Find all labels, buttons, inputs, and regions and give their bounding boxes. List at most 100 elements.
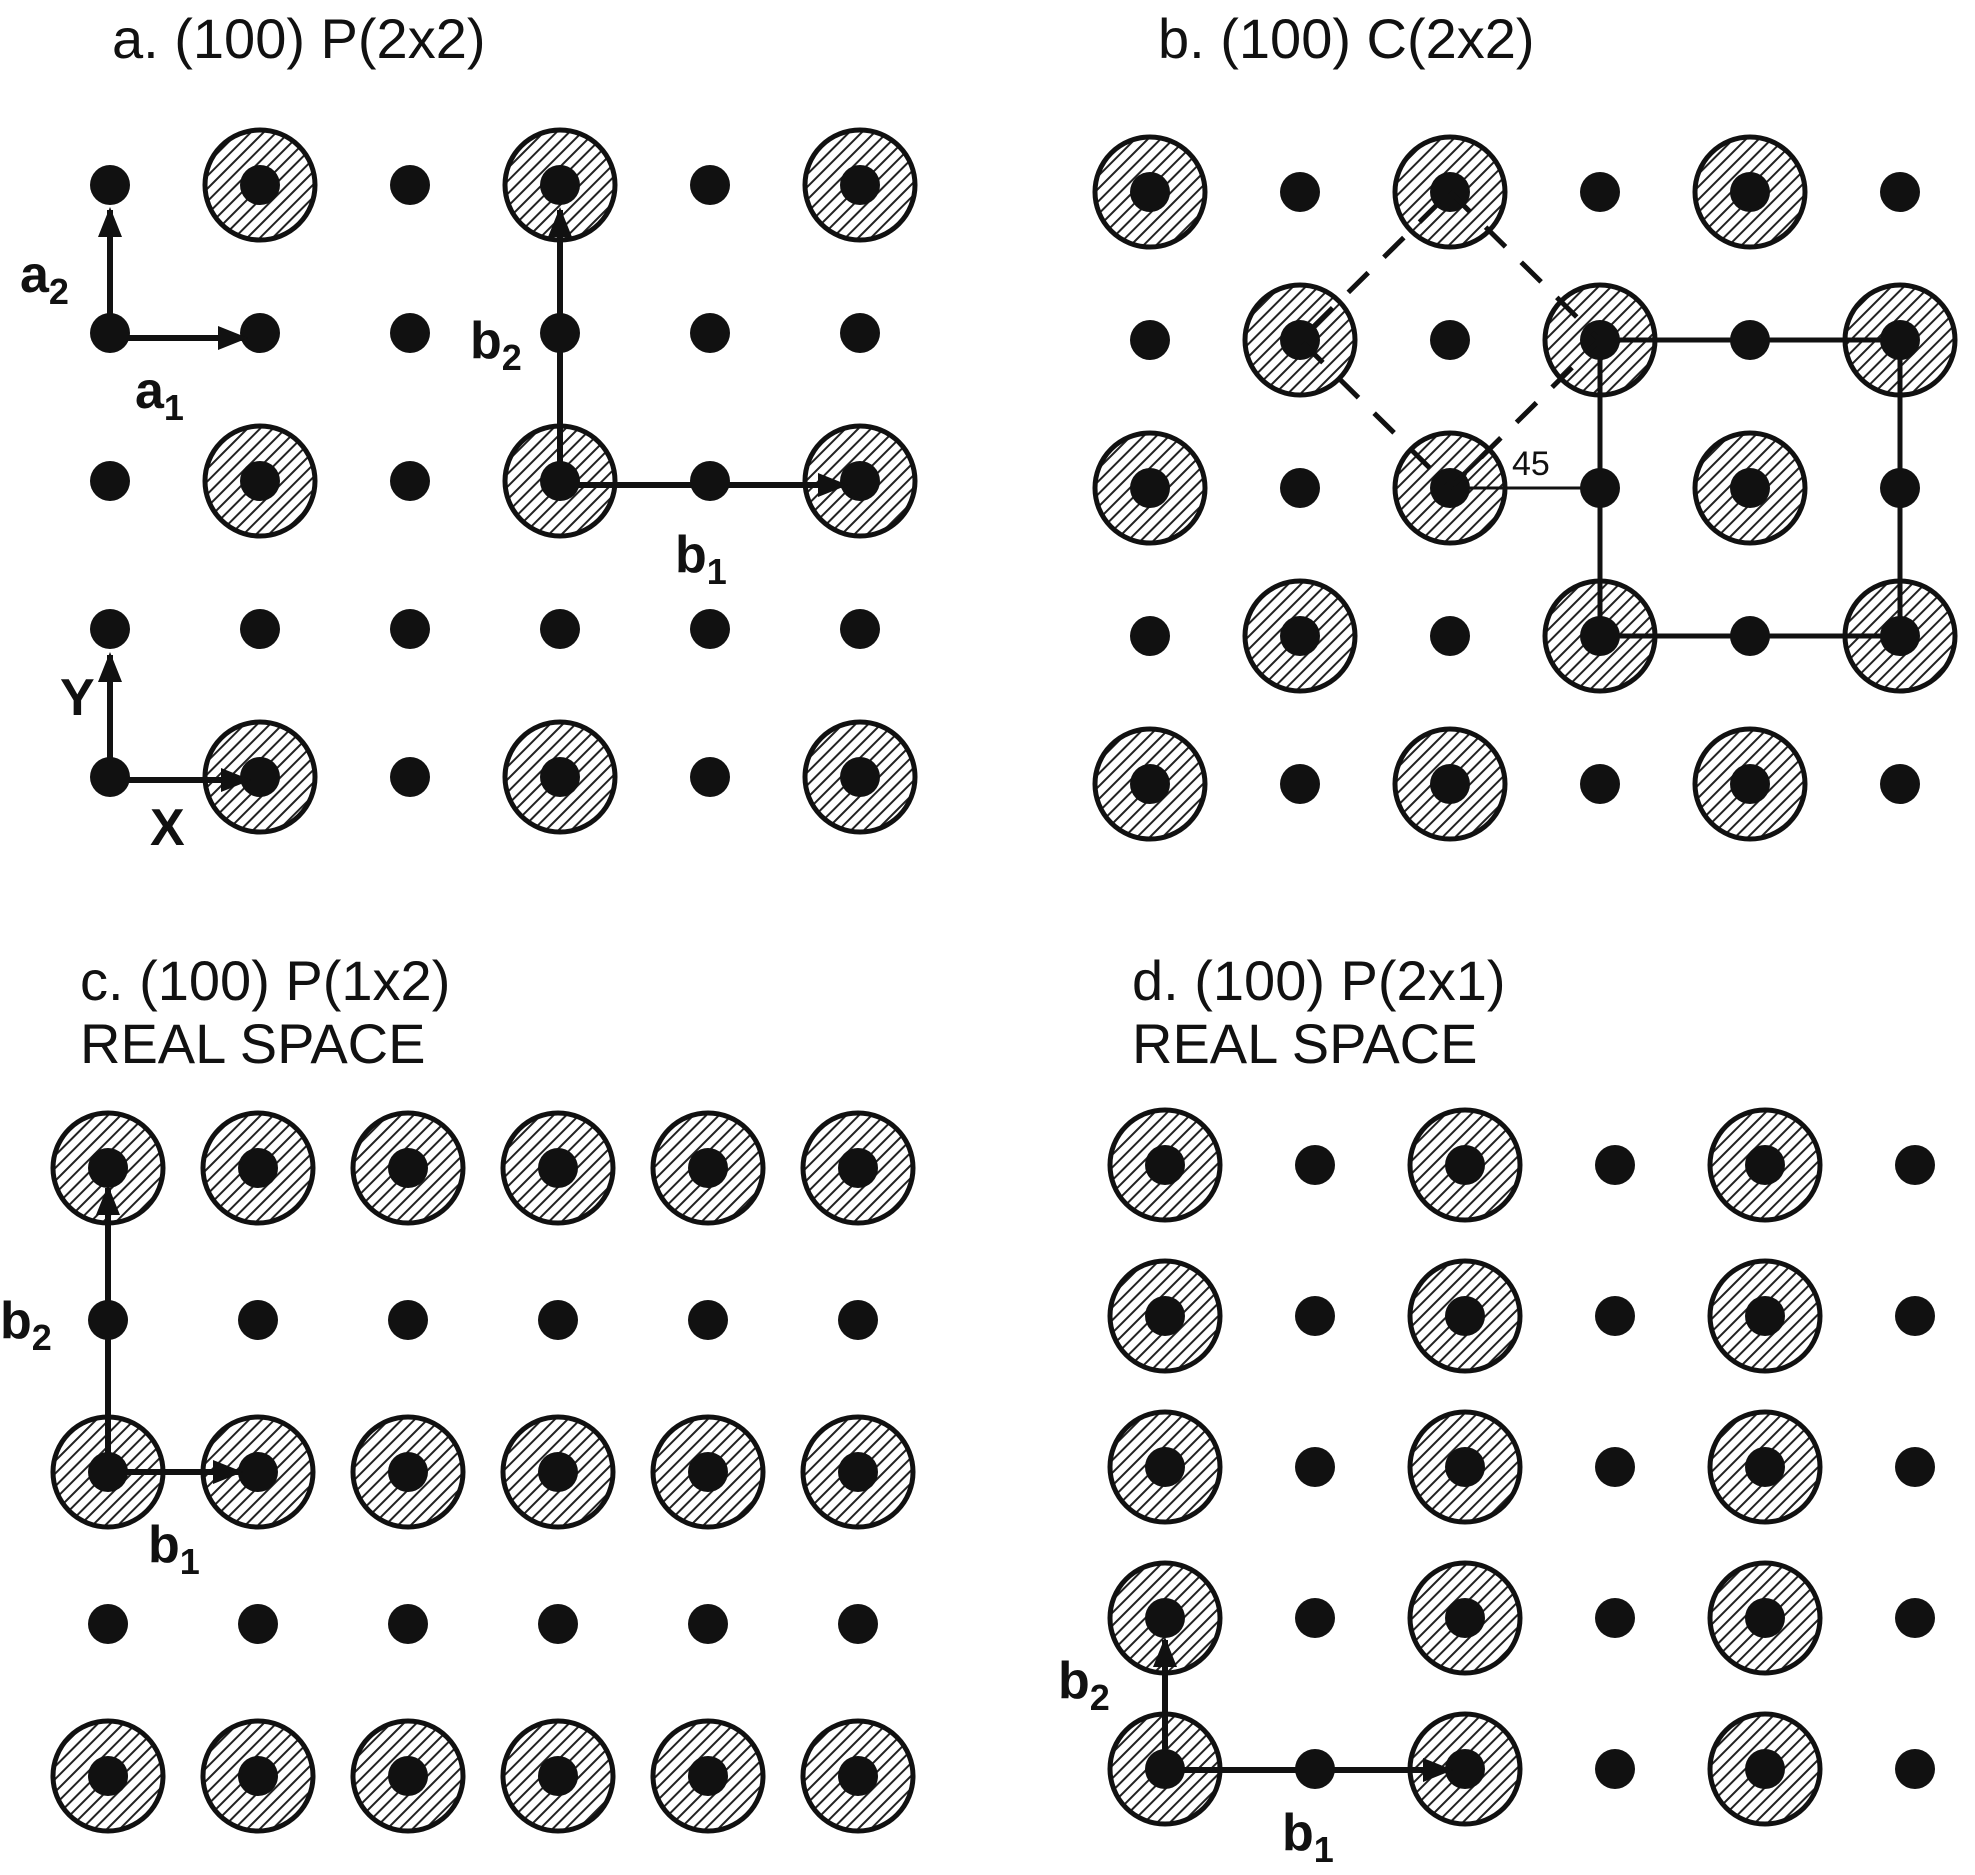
substrate-atom bbox=[690, 313, 730, 353]
substrate-atom bbox=[388, 1452, 428, 1492]
substrate-atom bbox=[1445, 1296, 1485, 1336]
substrate-atom bbox=[838, 1604, 878, 1644]
substrate-atom bbox=[838, 1756, 878, 1796]
substrate-atom bbox=[838, 1300, 878, 1340]
substrate-atom bbox=[690, 757, 730, 797]
substrate-atom bbox=[538, 1452, 578, 1492]
substrate-atom bbox=[538, 1756, 578, 1796]
substrate-atom bbox=[388, 1300, 428, 1340]
substrate-atom bbox=[1595, 1749, 1635, 1789]
substrate-atom bbox=[1745, 1598, 1785, 1638]
substrate-atom bbox=[88, 1604, 128, 1644]
label-y-axis: Y bbox=[60, 669, 95, 727]
substrate-atom bbox=[1730, 172, 1770, 212]
substrate-atom bbox=[1280, 172, 1320, 212]
substrate-atom bbox=[1430, 616, 1470, 656]
substrate-atom bbox=[1430, 764, 1470, 804]
substrate-atom bbox=[1895, 1749, 1935, 1789]
substrate-atom bbox=[688, 1756, 728, 1796]
substrate-atom bbox=[238, 1300, 278, 1340]
panel-a-lattice bbox=[90, 127, 918, 835]
substrate-atom bbox=[390, 461, 430, 501]
substrate-atom bbox=[390, 757, 430, 797]
angle-ray bbox=[1448, 438, 1502, 490]
substrate-atom bbox=[90, 609, 130, 649]
substrate-atom bbox=[1595, 1296, 1635, 1336]
substrate-atom bbox=[240, 313, 280, 353]
substrate-atom bbox=[90, 461, 130, 501]
substrate-atom bbox=[1130, 764, 1170, 804]
substrate-atom bbox=[238, 1452, 278, 1492]
substrate-atom bbox=[840, 461, 880, 501]
label-a2: a2 bbox=[20, 246, 69, 312]
substrate-atom bbox=[1445, 1145, 1485, 1185]
substrate-atom bbox=[1580, 764, 1620, 804]
substrate-atom bbox=[840, 757, 880, 797]
substrate-atom bbox=[1130, 172, 1170, 212]
substrate-atom bbox=[840, 313, 880, 353]
label-b2: b2 bbox=[0, 1292, 52, 1358]
substrate-atom bbox=[1280, 616, 1320, 656]
substrate-atom bbox=[1745, 1145, 1785, 1185]
substrate-atom bbox=[390, 609, 430, 649]
label-b2: b2 bbox=[470, 312, 522, 378]
substrate-atom bbox=[1145, 1296, 1185, 1336]
substrate-atom bbox=[1445, 1598, 1485, 1638]
substrate-atom bbox=[1445, 1447, 1485, 1487]
substrate-atom bbox=[1295, 1598, 1335, 1638]
substrate-atom bbox=[840, 609, 880, 649]
substrate-atom bbox=[240, 609, 280, 649]
substrate-atom bbox=[1295, 1296, 1335, 1336]
angle-label: 45 bbox=[1512, 445, 1550, 483]
substrate-atom bbox=[238, 1604, 278, 1644]
label-b1: b1 bbox=[148, 1516, 200, 1582]
panel-b: b. (100) C(2x2) 45 bbox=[1092, 7, 1958, 842]
substrate-atom bbox=[538, 1300, 578, 1340]
panel-c-title: c. (100) P(1x2) bbox=[80, 949, 450, 1012]
panel-c-vectors bbox=[96, 1185, 243, 1484]
panel-c: c. (100) P(1x2) REAL SPACE b2 b1 bbox=[0, 949, 916, 1834]
substrate-atom bbox=[238, 1756, 278, 1796]
label-b1: b1 bbox=[1282, 1804, 1334, 1870]
panel-a: a. (100) P(2x2) a2 a1 b2 b1 Y X bbox=[20, 7, 918, 857]
substrate-atom bbox=[690, 609, 730, 649]
panel-d-subtitle: REAL SPACE bbox=[1132, 1012, 1477, 1075]
substrate-atom bbox=[540, 609, 580, 649]
substrate-atom bbox=[838, 1452, 878, 1492]
substrate-atom bbox=[1730, 468, 1770, 508]
substrate-atom bbox=[1145, 1145, 1185, 1185]
label-a1: a1 bbox=[135, 362, 184, 428]
substrate-atom bbox=[1895, 1598, 1935, 1638]
substrate-atom bbox=[688, 1148, 728, 1188]
substrate-atom bbox=[1595, 1145, 1635, 1185]
label-b1: b1 bbox=[675, 526, 727, 592]
substrate-atom bbox=[1145, 1598, 1185, 1638]
panel-a-vectors bbox=[98, 207, 848, 792]
substrate-atom bbox=[1280, 764, 1320, 804]
substrate-atom bbox=[1280, 468, 1320, 508]
substrate-atom bbox=[1880, 764, 1920, 804]
substrate-atom bbox=[390, 313, 430, 353]
substrate-atom bbox=[690, 461, 730, 501]
substrate-atom bbox=[538, 1148, 578, 1188]
panel-b-unit-cells bbox=[1296, 188, 1903, 639]
label-b2: b2 bbox=[1058, 1652, 1110, 1718]
substrate-atom bbox=[1130, 320, 1170, 360]
substrate-atom bbox=[1130, 468, 1170, 508]
substrate-atom bbox=[88, 1148, 128, 1188]
substrate-atom bbox=[840, 165, 880, 205]
substrate-atom bbox=[1730, 764, 1770, 804]
substrate-atom bbox=[388, 1148, 428, 1188]
substrate-atom bbox=[688, 1604, 728, 1644]
panel-c-lattice bbox=[50, 1110, 916, 1834]
substrate-atom bbox=[238, 1148, 278, 1188]
substrate-atom bbox=[1580, 172, 1620, 212]
substrate-atom bbox=[1895, 1145, 1935, 1185]
panel-b-title: b. (100) C(2x2) bbox=[1158, 7, 1535, 70]
substrate-atom bbox=[688, 1452, 728, 1492]
substrate-atom bbox=[1895, 1447, 1935, 1487]
panel-b-lattice bbox=[1092, 134, 1958, 842]
substrate-atom bbox=[1745, 1296, 1785, 1336]
label-x-axis: X bbox=[150, 799, 185, 857]
